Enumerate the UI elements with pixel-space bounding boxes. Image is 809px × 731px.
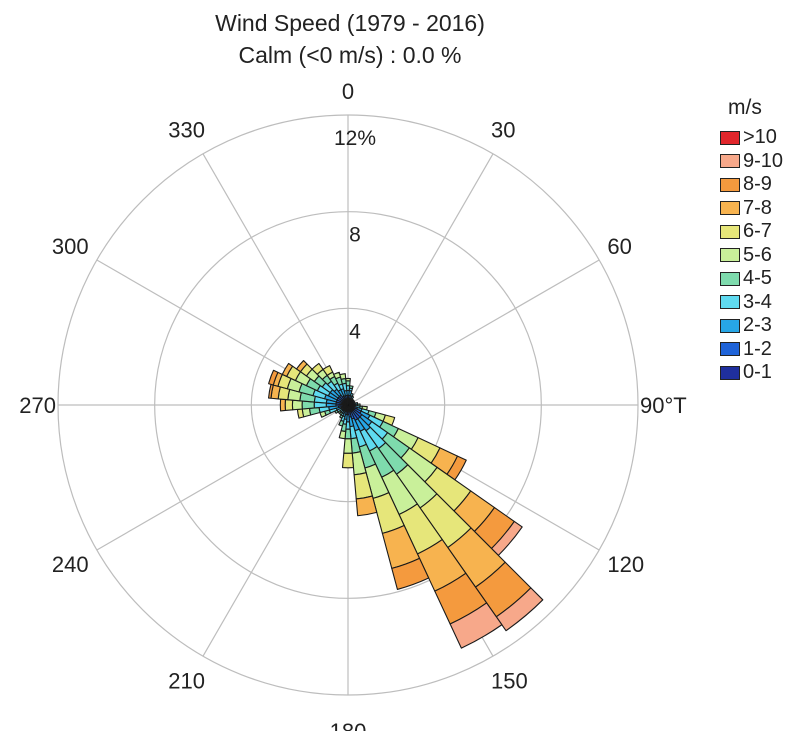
legend-item: 5-6 [720, 244, 783, 268]
rose-bar-210-bin-4 [339, 414, 344, 419]
rose-bar-190-bin-5 [338, 430, 347, 440]
legend-label: 3-4 [743, 290, 772, 313]
legend-swatch [720, 177, 740, 192]
grid-spoke [347, 153, 494, 406]
rose-bar-260-bin-6 [296, 408, 305, 419]
legend-swatch [720, 342, 740, 357]
legend-swatch [720, 365, 740, 380]
direction-label-270: 270 [19, 393, 56, 418]
rose-bar-150-bin-9 [449, 602, 503, 649]
legend-swatch [720, 201, 740, 216]
legend-label: 8-9 [743, 173, 772, 196]
legend-item: 2-3 [720, 314, 783, 338]
rose-bar-290-bin-8 [268, 369, 279, 386]
legend-item: 0-1 [720, 361, 783, 385]
direction-label-150: 150 [491, 668, 528, 693]
rose-bar-160-bin-8 [391, 557, 430, 590]
legend-item: 4-5 [720, 267, 783, 291]
direction-label-120: 120 [607, 552, 644, 577]
grid-spoke [347, 259, 600, 406]
legend-label: >10 [743, 126, 777, 149]
ring-label-2: 8 [349, 224, 361, 247]
rose-bar-30-bin-3 [350, 395, 355, 400]
rose-bar-330-bin-6 [322, 365, 334, 376]
direction-label-240: 240 [52, 552, 89, 577]
rose-bar-140-bin-9 [495, 587, 544, 632]
legend-label: 7-8 [743, 196, 772, 219]
legend-item: >10 [720, 126, 783, 150]
ring-label-1: 4 [349, 320, 361, 343]
legend-title: m/s [728, 96, 762, 119]
legend-label: 2-3 [743, 314, 772, 337]
legend-item: 8-9 [720, 173, 783, 197]
rose-bar-180-bin-6 [341, 452, 355, 469]
ring-labels: 4 8 12% [334, 127, 376, 343]
rose-bar-270-bin-7 [279, 398, 286, 412]
grid-spoke [96, 404, 349, 551]
legend-swatch [720, 271, 740, 286]
polar-grid [57, 114, 639, 696]
rose-bar-10-bin-4 [348, 385, 354, 390]
direction-label-330: 330 [168, 118, 205, 143]
legend-swatch [720, 295, 740, 310]
legend: m/s >10 9-10 8-9 7-8 6-7 5-6 4-5 3-4 2-3 1-2 0-1 [720, 96, 783, 385]
wind-rose-bars [268, 360, 544, 649]
legend-items: >10 9-10 8-9 7-8 6-7 5-6 4-5 3-4 2-3 1-2 0-1 [720, 126, 783, 385]
direction-label-210: 210 [168, 668, 205, 693]
grid-spoke [202, 153, 349, 406]
legend-swatch [720, 318, 740, 333]
legend-label: 9-10 [743, 149, 784, 172]
grid-spoke [202, 404, 349, 657]
rose-bar-310-bin-7 [295, 360, 308, 373]
direction-label-300: 300 [52, 234, 89, 259]
legend-item: 6-7 [720, 220, 783, 244]
legend-label: 4-5 [743, 267, 772, 290]
rose-bar-200-bin-4 [338, 419, 345, 427]
rose-bar-270-bin-5 [291, 399, 303, 411]
rose-bar-180-bin-5 [343, 438, 353, 454]
legend-label: 6-7 [743, 220, 772, 243]
legend-item: 1-2 [720, 338, 783, 362]
legend-label: 0-1 [743, 361, 772, 384]
legend-item: 9-10 [720, 150, 783, 174]
legend-swatch [720, 224, 740, 239]
direction-label-0: 0 [342, 79, 354, 104]
legend-item: 7-8 [720, 197, 783, 221]
chart-title: Wind Speed (1979 - 2016) [215, 10, 485, 36]
rose-bar-340-bin-5 [333, 371, 342, 380]
direction-labels: 0 30 60 90°T 120 150 180 210 240 270 300 330 [19, 79, 686, 731]
rose-bar-270-bin-6 [284, 398, 294, 412]
direction-label-60: 60 [607, 234, 631, 259]
legend-label: 1-2 [743, 337, 772, 360]
direction-label-30: 30 [491, 118, 515, 143]
ring-label-3: 12% [334, 127, 376, 150]
legend-swatch [720, 154, 740, 169]
legend-swatch [720, 130, 740, 145]
legend-swatch [720, 248, 740, 263]
legend-item: 3-4 [720, 291, 783, 315]
rose-bar-20-bin-3 [349, 392, 354, 397]
legend-label: 5-6 [743, 243, 772, 266]
rose-bar-320-bin-6 [311, 362, 324, 375]
direction-label-180: 180 [330, 719, 367, 731]
rose-bar-350-bin-5 [339, 373, 347, 380]
direction-label-90: 90°T [640, 393, 687, 418]
rose-bar-170-bin-7 [355, 495, 378, 517]
rose-bar-300-bin-7 [281, 362, 294, 377]
chart-subtitle: Calm (<0 m/s) : 0.0 % [238, 42, 462, 68]
